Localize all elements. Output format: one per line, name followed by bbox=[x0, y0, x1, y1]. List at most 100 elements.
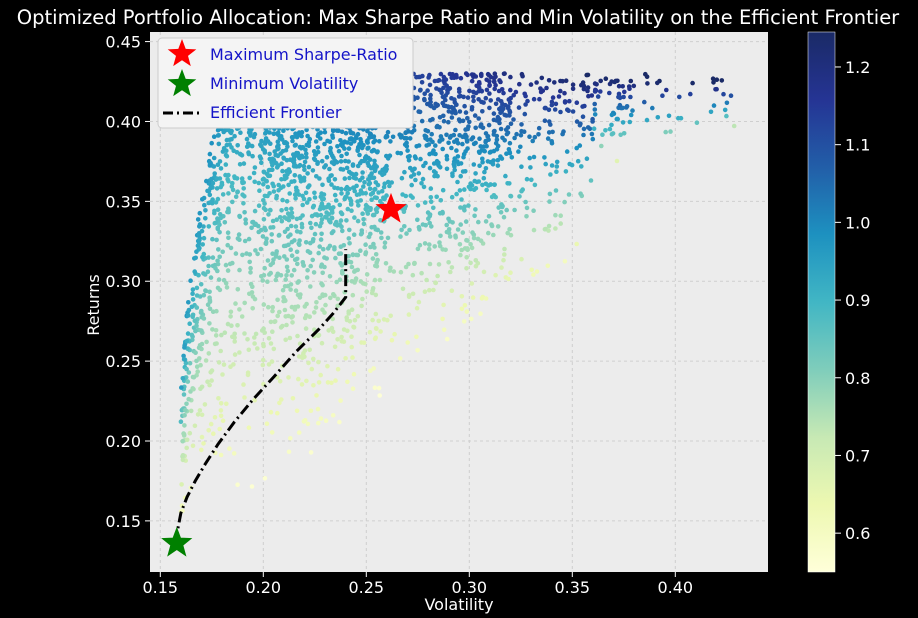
portfolio-point bbox=[225, 242, 230, 248]
portfolio-point bbox=[427, 213, 433, 219]
portfolio-point bbox=[383, 261, 389, 266]
portfolio-point bbox=[501, 71, 507, 77]
portfolio-point bbox=[329, 325, 335, 331]
portfolio-point bbox=[199, 412, 205, 418]
portfolio-point bbox=[446, 87, 451, 92]
portfolio-point bbox=[505, 230, 511, 236]
portfolio-point bbox=[427, 82, 433, 88]
portfolio-point bbox=[431, 287, 436, 293]
portfolio-point bbox=[607, 126, 613, 132]
portfolio-point bbox=[434, 124, 440, 130]
portfolio-point bbox=[373, 311, 379, 317]
portfolio-point bbox=[382, 181, 388, 186]
portfolio-point bbox=[562, 199, 567, 205]
portfolio-point bbox=[242, 210, 247, 215]
portfolio-point bbox=[407, 136, 413, 141]
portfolio-point bbox=[221, 146, 227, 151]
portfolio-point bbox=[281, 128, 286, 133]
portfolio-point bbox=[186, 396, 191, 402]
portfolio-point bbox=[309, 225, 314, 231]
portfolio-point bbox=[512, 207, 517, 213]
portfolio-point bbox=[549, 163, 555, 168]
portfolio-point bbox=[221, 129, 226, 135]
portfolio-point bbox=[366, 163, 372, 169]
portfolio-point bbox=[511, 117, 516, 122]
portfolio-point bbox=[335, 144, 340, 149]
portfolio-point bbox=[492, 86, 498, 92]
portfolio-point bbox=[280, 323, 285, 329]
portfolio-point bbox=[302, 159, 308, 165]
portfolio-point bbox=[333, 198, 339, 203]
portfolio-point bbox=[461, 319, 467, 324]
portfolio-point bbox=[237, 151, 243, 157]
portfolio-point bbox=[398, 151, 404, 156]
portfolio-point bbox=[332, 192, 338, 198]
portfolio-point bbox=[367, 186, 373, 192]
portfolio-point bbox=[284, 257, 290, 262]
portfolio-point bbox=[585, 85, 591, 90]
portfolio-point bbox=[364, 272, 370, 277]
portfolio-point bbox=[450, 220, 455, 225]
portfolio-point bbox=[214, 237, 219, 243]
portfolio-point bbox=[563, 169, 569, 174]
portfolio-point bbox=[650, 105, 655, 111]
portfolio-point bbox=[322, 141, 327, 147]
portfolio-point bbox=[231, 148, 236, 153]
portfolio-point bbox=[415, 246, 421, 252]
portfolio-point bbox=[617, 102, 623, 108]
legend-marker-min-volatility bbox=[167, 69, 197, 97]
portfolio-point bbox=[473, 125, 479, 131]
portfolio-point bbox=[355, 163, 361, 169]
portfolio-point bbox=[336, 148, 342, 154]
portfolio-point bbox=[308, 450, 314, 455]
portfolio-point bbox=[468, 260, 473, 266]
portfolio-point bbox=[435, 273, 440, 279]
portfolio-point bbox=[279, 161, 284, 166]
portfolio-point bbox=[208, 275, 214, 280]
portfolio-point bbox=[417, 88, 423, 93]
portfolio-point bbox=[504, 207, 510, 213]
portfolio-point bbox=[446, 109, 452, 114]
portfolio-point bbox=[438, 71, 444, 77]
portfolio-point bbox=[180, 453, 186, 458]
portfolio-point bbox=[270, 167, 275, 173]
portfolio-point bbox=[591, 126, 597, 131]
portfolio-point bbox=[412, 154, 418, 159]
portfolio-point bbox=[461, 154, 466, 160]
portfolio-point bbox=[285, 268, 291, 274]
portfolio-point bbox=[345, 379, 350, 385]
portfolio-point bbox=[446, 260, 451, 265]
portfolio-point bbox=[404, 231, 409, 236]
portfolio-point bbox=[180, 457, 186, 463]
portfolio-point bbox=[219, 182, 225, 187]
portfolio-point bbox=[182, 413, 187, 418]
portfolio-point bbox=[226, 206, 231, 211]
portfolio-point bbox=[261, 326, 266, 332]
portfolio-point bbox=[554, 169, 559, 174]
portfolio-point bbox=[298, 146, 304, 151]
portfolio-point bbox=[188, 408, 194, 414]
portfolio-point bbox=[223, 262, 229, 268]
portfolio-point bbox=[335, 296, 341, 302]
portfolio-point bbox=[564, 149, 570, 154]
portfolio-point bbox=[268, 225, 273, 230]
portfolio-point bbox=[455, 227, 461, 232]
portfolio-point bbox=[304, 127, 309, 133]
portfolio-point bbox=[200, 242, 205, 247]
portfolio-point bbox=[309, 366, 315, 372]
portfolio-point bbox=[458, 161, 464, 166]
portfolio-point bbox=[501, 257, 506, 263]
portfolio-point bbox=[349, 334, 354, 340]
portfolio-point bbox=[312, 157, 318, 163]
portfolio-point bbox=[313, 139, 319, 144]
portfolio-point bbox=[398, 269, 404, 275]
portfolio-point bbox=[186, 300, 191, 305]
portfolio-point bbox=[250, 153, 255, 159]
portfolio-point bbox=[185, 313, 191, 318]
portfolio-point bbox=[440, 146, 446, 152]
portfolio-point bbox=[437, 138, 443, 143]
portfolio-point bbox=[469, 316, 474, 322]
portfolio-point bbox=[499, 265, 504, 270]
portfolio-point bbox=[241, 382, 246, 387]
portfolio-point bbox=[307, 347, 313, 353]
